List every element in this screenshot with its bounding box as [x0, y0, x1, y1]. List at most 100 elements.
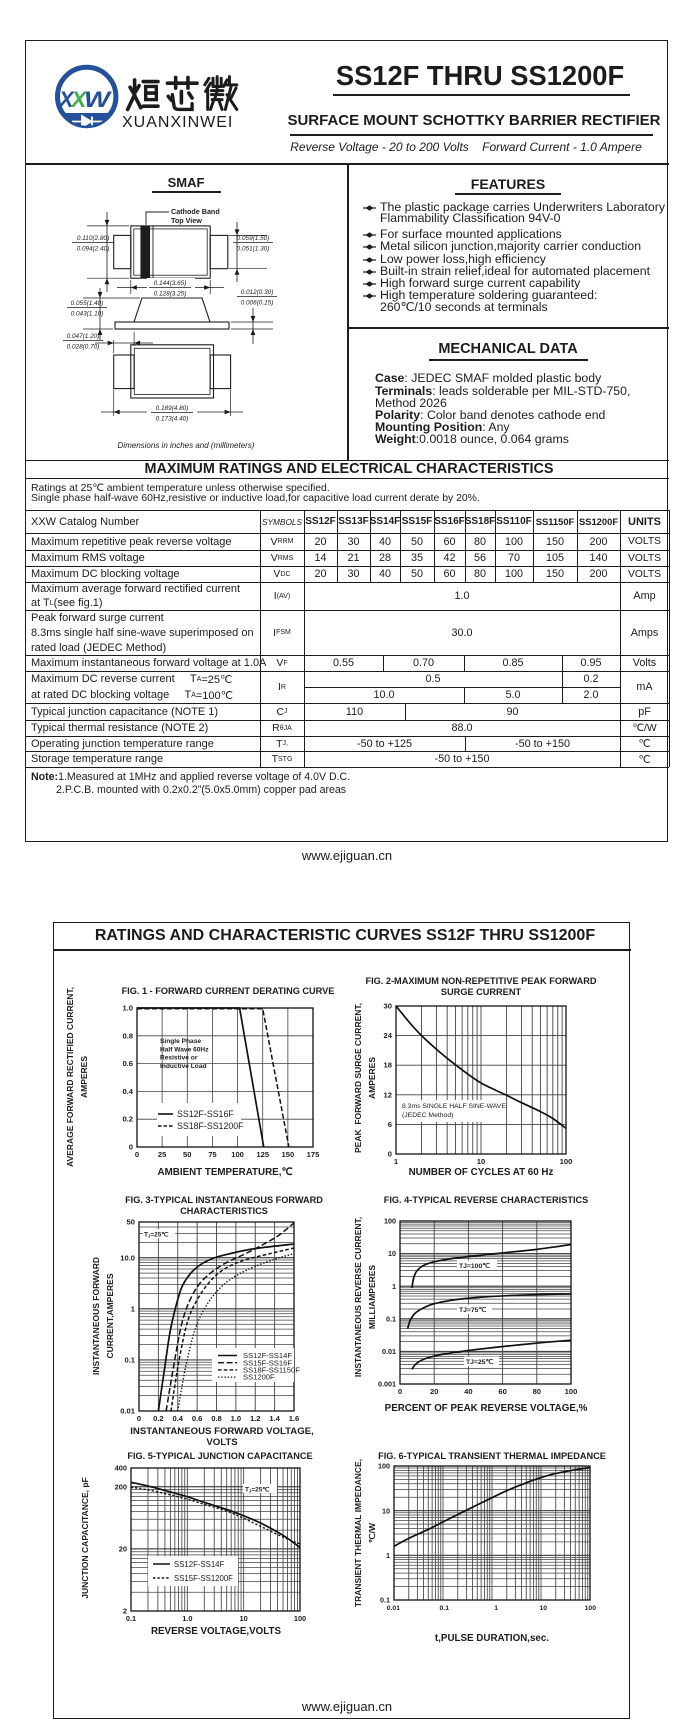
- svg-text:FIG. 6-TYPICAL TRANSIENT THERM: FIG. 6-TYPICAL TRANSIENT THERMAL IMPEDAN…: [378, 1451, 606, 1461]
- svg-text:100: 100: [231, 1150, 244, 1159]
- svg-text:1: 1: [131, 1304, 136, 1313]
- svg-text:TJ=25℃: TJ=25℃: [144, 1232, 168, 1239]
- svg-text:0.4: 0.4: [122, 1087, 133, 1096]
- svg-text:SS12F-SS14F: SS12F-SS14F: [174, 1560, 225, 1569]
- svg-text:18: 18: [384, 1061, 392, 1070]
- svg-text:0: 0: [135, 1150, 139, 1159]
- svg-text:INSTANTANEOUS FORWARD VOLTAGE,: INSTANTANEOUS FORWARD VOLTAGE,: [130, 1426, 314, 1437]
- svg-text:100: 100: [378, 1462, 390, 1471]
- svg-text:100: 100: [560, 1157, 573, 1166]
- svg-text:100: 100: [585, 1605, 597, 1612]
- svg-text:INSTANTANEOUS FORWARD: INSTANTANEOUS FORWARD: [91, 1257, 101, 1375]
- svg-text:10: 10: [477, 1157, 485, 1166]
- svg-text:1: 1: [494, 1605, 498, 1612]
- svg-text:50: 50: [183, 1150, 191, 1159]
- svg-text:X: X: [57, 87, 75, 112]
- svg-text:0.144(3.65): 0.144(3.65): [154, 280, 187, 287]
- svg-text:150: 150: [282, 1150, 295, 1159]
- svg-text:10: 10: [388, 1249, 396, 1258]
- svg-text:0: 0: [388, 1150, 392, 1159]
- svg-text:1.4: 1.4: [269, 1414, 280, 1423]
- svg-text:SS12F-SS14F: SS12F-SS14F: [243, 1351, 292, 1360]
- svg-text:60: 60: [498, 1387, 506, 1396]
- svg-text:0: 0: [137, 1414, 141, 1423]
- svg-text:INSTANTANEOUS REVERSE CURRENT,: INSTANTANEOUS REVERSE CURRENT,: [353, 1217, 363, 1377]
- svg-text:Cathode Band: Cathode Band: [171, 207, 220, 216]
- svg-text:TJ=75℃: TJ=75℃: [459, 1306, 486, 1314]
- svg-text:1.6: 1.6: [289, 1414, 300, 1423]
- svg-text:0.01: 0.01: [120, 1407, 136, 1416]
- svg-text:1.0: 1.0: [231, 1414, 242, 1423]
- svg-text:0.055(1.40): 0.055(1.40): [71, 300, 104, 307]
- svg-text:NUMBER OF CYCLES AT 60 Hz: NUMBER OF CYCLES AT 60 Hz: [409, 1167, 554, 1178]
- svg-text:100: 100: [384, 1217, 396, 1226]
- svg-text:SURGE CURRENT: SURGE CURRENT: [441, 987, 522, 997]
- svg-text:0.1: 0.1: [440, 1605, 450, 1612]
- svg-text:200: 200: [115, 1482, 127, 1491]
- svg-text:FIG. 3-TYPICAL INSTANTANEOUS F: FIG. 3-TYPICAL INSTANTANEOUS FORWARD: [125, 1195, 323, 1205]
- svg-text:(JEDEC Method): (JEDEC Method): [402, 1112, 453, 1119]
- svg-text:FIG. 5-TYPICAL JUNCTION CAPACI: FIG. 5-TYPICAL JUNCTION CAPACITANCE: [127, 1451, 312, 1461]
- svg-text:0.1: 0.1: [124, 1356, 135, 1365]
- svg-text:0: 0: [129, 1143, 133, 1152]
- svg-text:CHARACTERISTICS: CHARACTERISTICS: [180, 1206, 268, 1216]
- svg-text:0.1: 0.1: [386, 1314, 396, 1323]
- svg-text:50: 50: [127, 1218, 135, 1227]
- svg-text:125: 125: [256, 1150, 269, 1159]
- svg-text:10: 10: [382, 1506, 390, 1515]
- svg-text:AVERAGE FORWARD RECTIFIED CURR: AVERAGE FORWARD RECTIFIED CURRENT,: [65, 987, 75, 1167]
- svg-text:0.028(0.70): 0.028(0.70): [67, 344, 100, 351]
- svg-text:80: 80: [533, 1387, 541, 1396]
- svg-text:0.01: 0.01: [382, 1347, 396, 1356]
- svg-text:0.2: 0.2: [122, 1115, 133, 1124]
- svg-text:6: 6: [388, 1120, 392, 1129]
- svg-text:FIG. 4-TYPICAL REVERSE CHARACT: FIG. 4-TYPICAL REVERSE CHARACTERISTICS: [384, 1195, 589, 1205]
- svg-text:Top View: Top View: [171, 216, 202, 225]
- svg-text:0.4: 0.4: [172, 1414, 183, 1423]
- svg-text:SS12F-SS16F: SS12F-SS16F: [177, 1109, 234, 1119]
- svg-text:Single Phase: Single Phase: [160, 1038, 201, 1045]
- svg-text:0.8: 0.8: [211, 1414, 222, 1423]
- svg-text:X: X: [70, 87, 88, 112]
- svg-text:0.012(0.30): 0.012(0.30): [241, 289, 274, 296]
- svg-text:PEAK FORWARD SURGE CURRENT,: PEAK FORWARD SURGE CURRENT,: [353, 1003, 363, 1153]
- svg-text:75: 75: [208, 1150, 217, 1159]
- svg-text:TJ=25℃: TJ=25℃: [245, 1487, 269, 1494]
- svg-text:PERCENT OF PEAK REVERSE VOLTAG: PERCENT OF PEAK REVERSE VOLTAGE,%: [385, 1403, 588, 1414]
- svg-text:SS1200F: SS1200F: [243, 1373, 275, 1382]
- svg-text:℃/W: ℃/W: [367, 1522, 377, 1543]
- svg-text:MILLIAMPERES: MILLIAMPERES: [367, 1265, 377, 1330]
- svg-text:0.189(4.80): 0.189(4.80): [156, 405, 189, 412]
- svg-text:0.01: 0.01: [387, 1605, 400, 1612]
- svg-text:0.094(2.40): 0.094(2.40): [77, 246, 110, 253]
- svg-text:TRANSIENT THERMAL IMPEDANCE,: TRANSIENT THERMAL IMPEDANCE,: [353, 1459, 363, 1607]
- svg-text:20: 20: [119, 1544, 127, 1553]
- svg-text:AMBIENT TEMPERATURE,℃: AMBIENT TEMPERATURE,℃: [158, 1167, 293, 1178]
- svg-text:CURRENT,AMPERES: CURRENT,AMPERES: [105, 1273, 115, 1358]
- svg-text:1.0: 1.0: [122, 1004, 133, 1013]
- svg-text:0.6: 0.6: [192, 1414, 203, 1423]
- svg-text:Dimensions in inches and (mill: Dimensions in inches and (millimeters): [118, 441, 255, 450]
- svg-text:0.1: 0.1: [380, 1596, 390, 1605]
- svg-text:Half Wave 60Hz: Half Wave 60Hz: [160, 1046, 209, 1053]
- svg-text:1: 1: [386, 1551, 390, 1560]
- svg-text:0.8: 0.8: [122, 1031, 133, 1040]
- svg-text:Inductive Load: Inductive Load: [160, 1063, 207, 1070]
- svg-text:1.2: 1.2: [250, 1414, 261, 1423]
- svg-text:30: 30: [384, 1002, 392, 1011]
- svg-text:40: 40: [464, 1387, 472, 1396]
- svg-text:0.006(0.15): 0.006(0.15): [241, 300, 274, 307]
- svg-text:SS15F-SS1200F: SS15F-SS1200F: [174, 1574, 233, 1583]
- svg-text:0.043(1.10): 0.043(1.10): [71, 311, 104, 318]
- svg-text:100: 100: [565, 1387, 578, 1396]
- svg-text:1: 1: [392, 1282, 396, 1291]
- svg-text:0.110(2.80): 0.110(2.80): [77, 235, 109, 242]
- svg-text:TJ=25℃: TJ=25℃: [466, 1358, 493, 1366]
- svg-text:Resistive or: Resistive or: [160, 1055, 198, 1062]
- svg-text:175: 175: [307, 1150, 320, 1159]
- svg-text:0.059(1.50): 0.059(1.50): [237, 235, 270, 242]
- svg-text:W: W: [84, 88, 113, 113]
- svg-text:1.0: 1.0: [182, 1614, 192, 1623]
- svg-text:FIG. 1 - FORWARD CURRENT DERAT: FIG. 1 - FORWARD CURRENT DERATING CURVE: [122, 986, 335, 996]
- svg-text:0.2: 0.2: [153, 1414, 164, 1423]
